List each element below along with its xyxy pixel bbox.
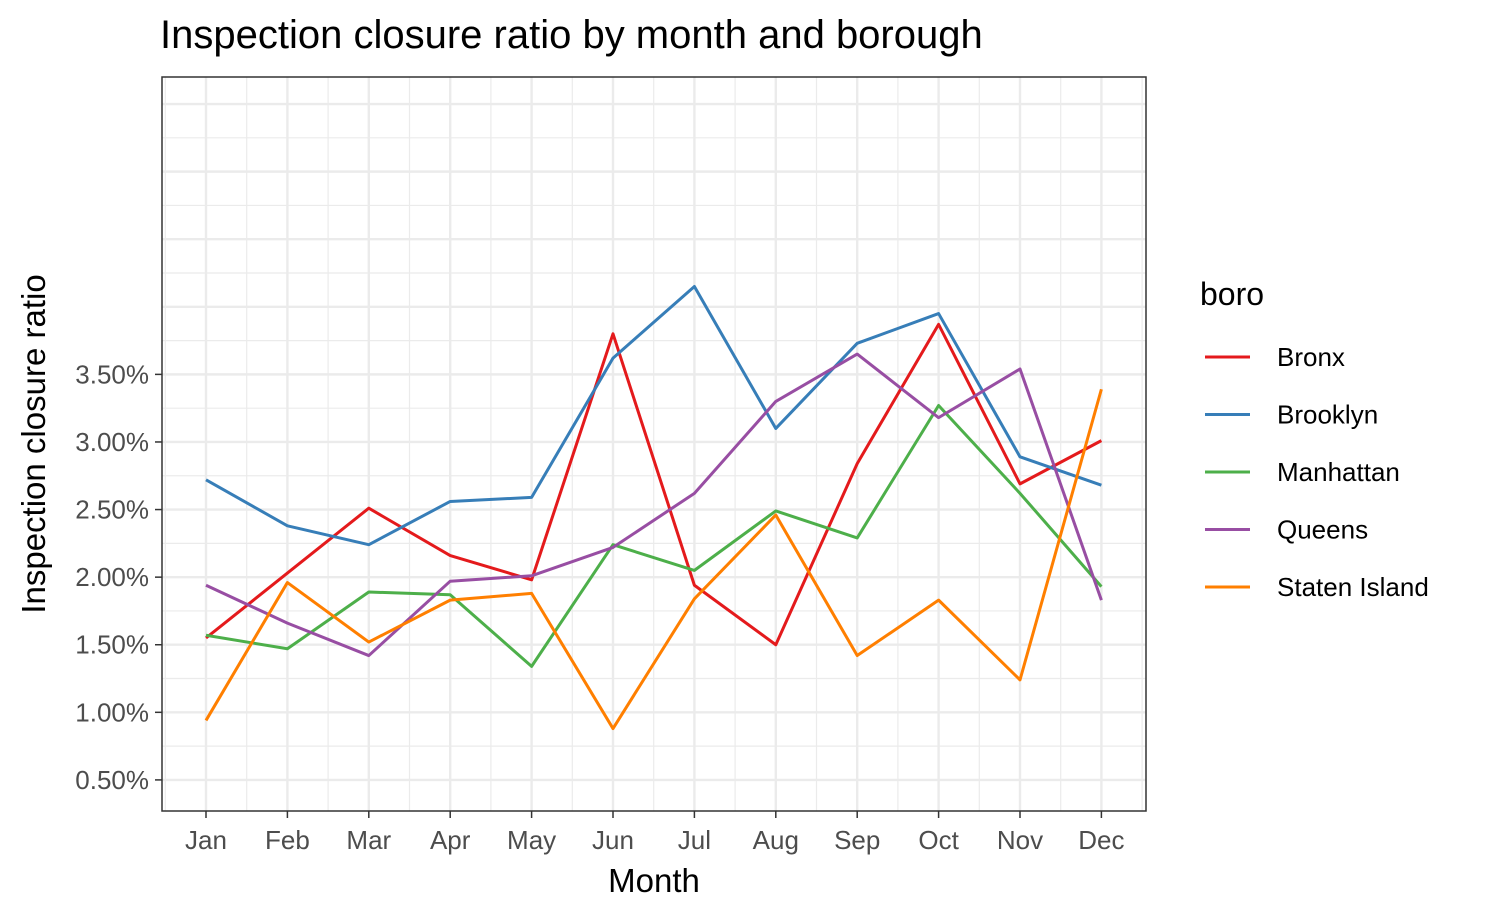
legend-items: Bronx Brooklyn Manhattan Queens Staten Islan…	[1205, 342, 1429, 602]
grid-major	[162, 77, 1146, 811]
y-tick-label: 3.00%	[75, 427, 149, 457]
legend: boro Bronx Brooklyn Manhattan Queens Staten …	[1200, 276, 1429, 602]
y-tick-label: 2.00%	[75, 562, 149, 592]
x-tick-label: Sep	[834, 825, 880, 855]
x-tick-label: Jan	[185, 825, 227, 855]
y-tick-label: 1.00%	[75, 697, 149, 727]
x-tick-label: May	[507, 825, 556, 855]
series-line-brooklyn	[205, 285, 1102, 547]
y-tick-label: 3.50%	[75, 359, 149, 389]
legend-label: Brooklyn	[1277, 400, 1378, 430]
y-tick-label: 2.50%	[75, 495, 149, 525]
y-tick-label: 0.50%	[75, 765, 149, 795]
chart-title: Inspection closure ratio by month and bo…	[160, 13, 983, 57]
legend-label: Queens	[1277, 515, 1368, 545]
x-tick-label: Aug	[753, 825, 799, 855]
x-tick-label: Jul	[678, 825, 711, 855]
series-lines	[204, 285, 1103, 731]
y-axis: 0.50% 1.00% 1.50% 2.00% 2.50% 3.00% 3.50%	[75, 359, 162, 795]
legend-label: Bronx	[1277, 342, 1345, 372]
y-axis-title: Inspection closure ratio	[15, 274, 52, 613]
x-tick-label: Feb	[265, 825, 310, 855]
legend-label: Manhattan	[1277, 457, 1400, 487]
x-tick-label: Mar	[346, 825, 391, 855]
x-axis-title: Month	[608, 862, 700, 899]
y-tick-label: 1.50%	[75, 630, 149, 660]
x-tick-label: Apr	[430, 825, 471, 855]
x-axis: Jan Feb Mar Apr May Jun Jul Aug Sep Oct Nov Dec	[185, 811, 1125, 855]
series-line-staten-island	[204, 388, 1103, 731]
x-tick-label: Oct	[918, 825, 959, 855]
legend-label: Staten Island	[1277, 572, 1429, 602]
series-line-manhattan	[205, 403, 1103, 668]
legend-title: boro	[1200, 276, 1264, 312]
series-line-queens	[205, 352, 1103, 658]
plot-border	[161, 76, 1147, 812]
x-tick-label: Jun	[592, 825, 634, 855]
series-line-bronx	[205, 322, 1103, 647]
x-tick-label: Nov	[997, 825, 1043, 855]
x-tick-label: Dec	[1078, 825, 1124, 855]
